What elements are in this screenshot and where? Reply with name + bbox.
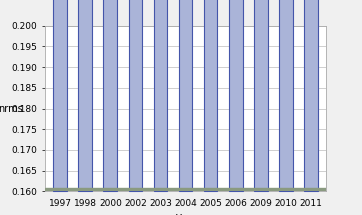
Bar: [79, 0, 92, 191]
Bar: [279, 0, 292, 191]
X-axis label: Year: Year: [175, 213, 196, 215]
Bar: [129, 0, 142, 191]
Bar: [104, 0, 117, 191]
Bar: [204, 0, 218, 191]
Bar: [254, 0, 268, 191]
Bar: [53, 0, 67, 191]
Y-axis label: nrms: nrms: [0, 104, 23, 114]
Bar: [153, 0, 167, 191]
Bar: [178, 0, 193, 191]
Bar: [45, 188, 326, 191]
Bar: [229, 0, 243, 191]
Bar: [304, 0, 318, 191]
